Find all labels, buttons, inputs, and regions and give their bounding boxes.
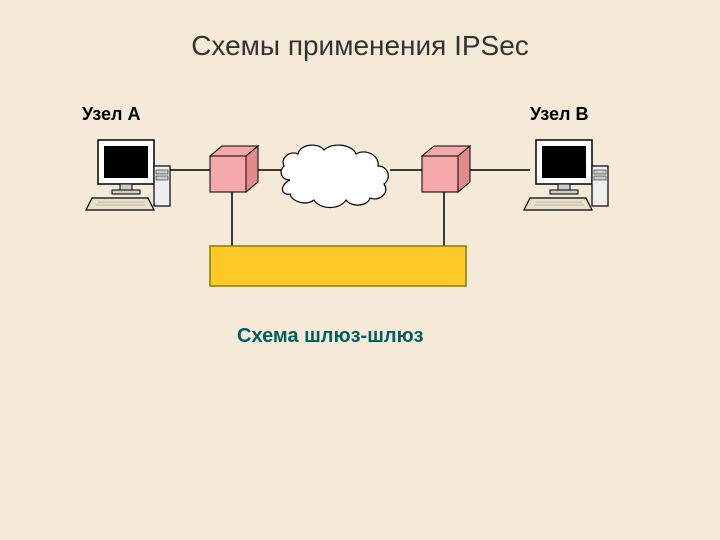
cloud-icon <box>281 145 388 207</box>
tunnel-box <box>210 246 466 286</box>
gateway-a-box <box>210 146 258 192</box>
computer-a-icon <box>86 140 170 210</box>
gateway-b-box <box>422 146 470 192</box>
computer-b-icon <box>524 140 608 210</box>
diagram-svg <box>0 0 720 540</box>
